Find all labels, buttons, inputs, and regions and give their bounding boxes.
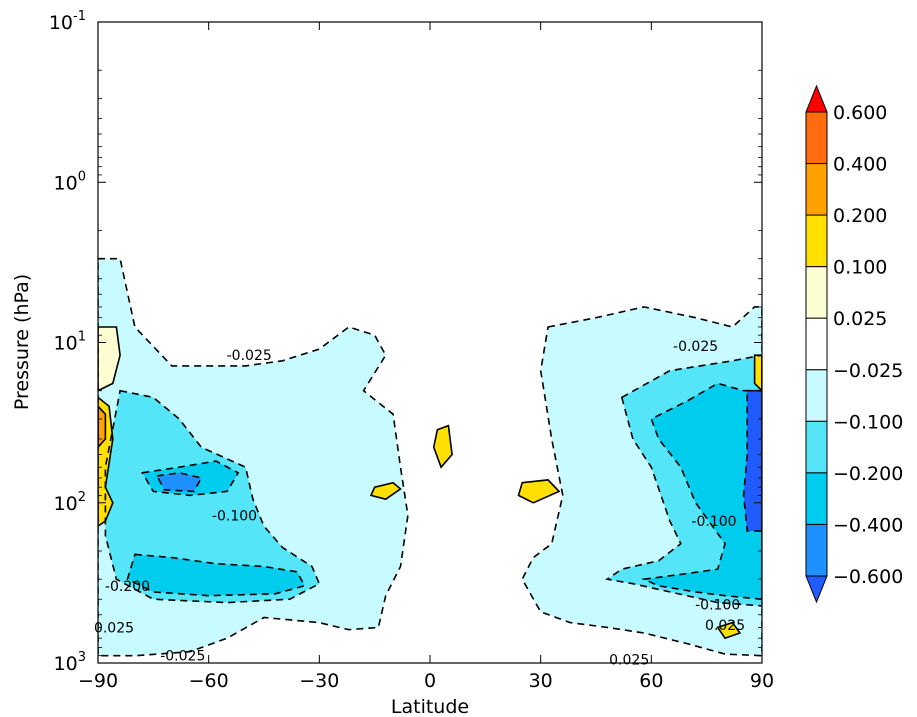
x-tick-label: −30 (299, 670, 339, 692)
colorbar-tick-label: −0.200 (833, 463, 903, 485)
colorbar-tick-label: −0.100 (833, 411, 903, 433)
colorbar-band (805, 420, 828, 474)
colorbar-band (805, 266, 828, 319)
contour-label: -0.100 (212, 508, 257, 524)
region-eq-pos-small-c (518, 479, 560, 503)
y-tick-label: 103 (54, 650, 86, 675)
colorbar-band (805, 214, 828, 268)
region-eq-pos-small-b (433, 425, 453, 468)
colorbar-tick-label: −0.400 (833, 514, 903, 536)
region-south-neg-intense-contour-line (155, 471, 203, 493)
y-tick-label: 101 (54, 330, 86, 355)
colorbar-tick-label: −0.025 (833, 360, 903, 382)
region-north-neg-moderate-contour-line (641, 382, 762, 601)
y-axis: 10-1 100 101 102 103 (49, 9, 762, 675)
contour-label: -0.025 (227, 348, 272, 364)
colorbar-band (805, 111, 828, 165)
region-north-neg-strong-contour-line (605, 354, 762, 607)
colorbar-tick-label: 0.200 (833, 205, 887, 227)
region-eq-pos-small-b-contour-line (432, 424, 453, 469)
contour-label: -0.025 (673, 339, 718, 355)
x-tick-label: 0 (424, 670, 436, 692)
region-north-neg-moderate (644, 383, 762, 600)
colorbar-under-arrow (805, 575, 828, 604)
x-tick-label: −90 (78, 670, 118, 692)
region-south-neg-intense (157, 472, 202, 492)
colorbar-tick-label: −0.600 (833, 566, 903, 588)
contour-label: -0.200 (105, 579, 150, 595)
colorbar: 0.600 0.400 0.200 0.100 0.025 −0.025 −0.100 −0.… (805, 84, 903, 604)
region-eq-pos-small-c-contour-line (517, 479, 561, 504)
x-tick-label: −60 (189, 670, 229, 692)
region-south-pos-strong (98, 406, 106, 448)
colorbar-band (805, 523, 828, 577)
y-tick-label: 102 (54, 490, 86, 515)
region-south-pos-edge-contour-line (98, 396, 114, 528)
contour-label: 0.025 (705, 618, 745, 634)
x-axis-label: Latitude (391, 696, 469, 717)
region-south-neg-strong-contour-line (104, 389, 321, 604)
region-south-pos-weak-contour-line (98, 326, 121, 392)
x-axis: −90 −60 −30 0 30 60 90 (78, 22, 774, 692)
region-north-neg-intense-contour-line (742, 389, 762, 532)
colorbar-tick-label: 0.025 (833, 308, 887, 330)
y-tick-label: 10-1 (49, 9, 86, 34)
region-north-pos-edge-contour-line (753, 354, 762, 392)
colorbar-over-arrow (805, 84, 828, 113)
colorbar-tick-label: 0.100 (833, 257, 887, 279)
contour-label-layer: -0.025 -0.025 -0.100 -0.200 -0.100 -0.100 0.02… (94, 339, 745, 669)
region-north-neg-intense (743, 390, 762, 531)
contour-fill-layer (98, 258, 762, 656)
region-south-neg-weak-contour-line (98, 257, 409, 657)
colorbar-band (805, 317, 828, 371)
x-tick-label: 90 (750, 670, 774, 692)
contour-label: -0.025 (160, 649, 205, 665)
y-axis-label: Pressure (hPa) (11, 274, 33, 410)
region-south-neg-strong (105, 390, 320, 603)
region-south-neg-moderate-upper-contour-line (141, 460, 240, 497)
colorbar-band (805, 163, 828, 216)
contour-label: 0.025 (609, 652, 649, 668)
contour-label: 0.025 (94, 620, 134, 636)
region-south-pos-strong-contour-line (98, 405, 107, 449)
region-eq-pos-small-a-contour-line (369, 481, 402, 501)
colorbar-tick-label: 0.400 (833, 154, 887, 176)
region-north-pos-edge (754, 355, 762, 391)
region-north-pos-small-contour-line (716, 621, 742, 640)
colorbar-tick-label: 0.600 (833, 102, 887, 124)
region-south-neg-moderate (127, 554, 305, 596)
colorbar-band (805, 472, 828, 525)
colorbar-band (805, 369, 828, 422)
x-tick-label: 30 (529, 670, 553, 692)
y-tick-label: 100 (54, 169, 86, 194)
contour-line-layer (98, 257, 762, 657)
x-tick-label: 60 (639, 670, 663, 692)
contour-label: -0.100 (691, 514, 736, 530)
region-south-neg-moderate-contour-line (126, 553, 306, 597)
contour-label: -0.100 (695, 597, 740, 613)
